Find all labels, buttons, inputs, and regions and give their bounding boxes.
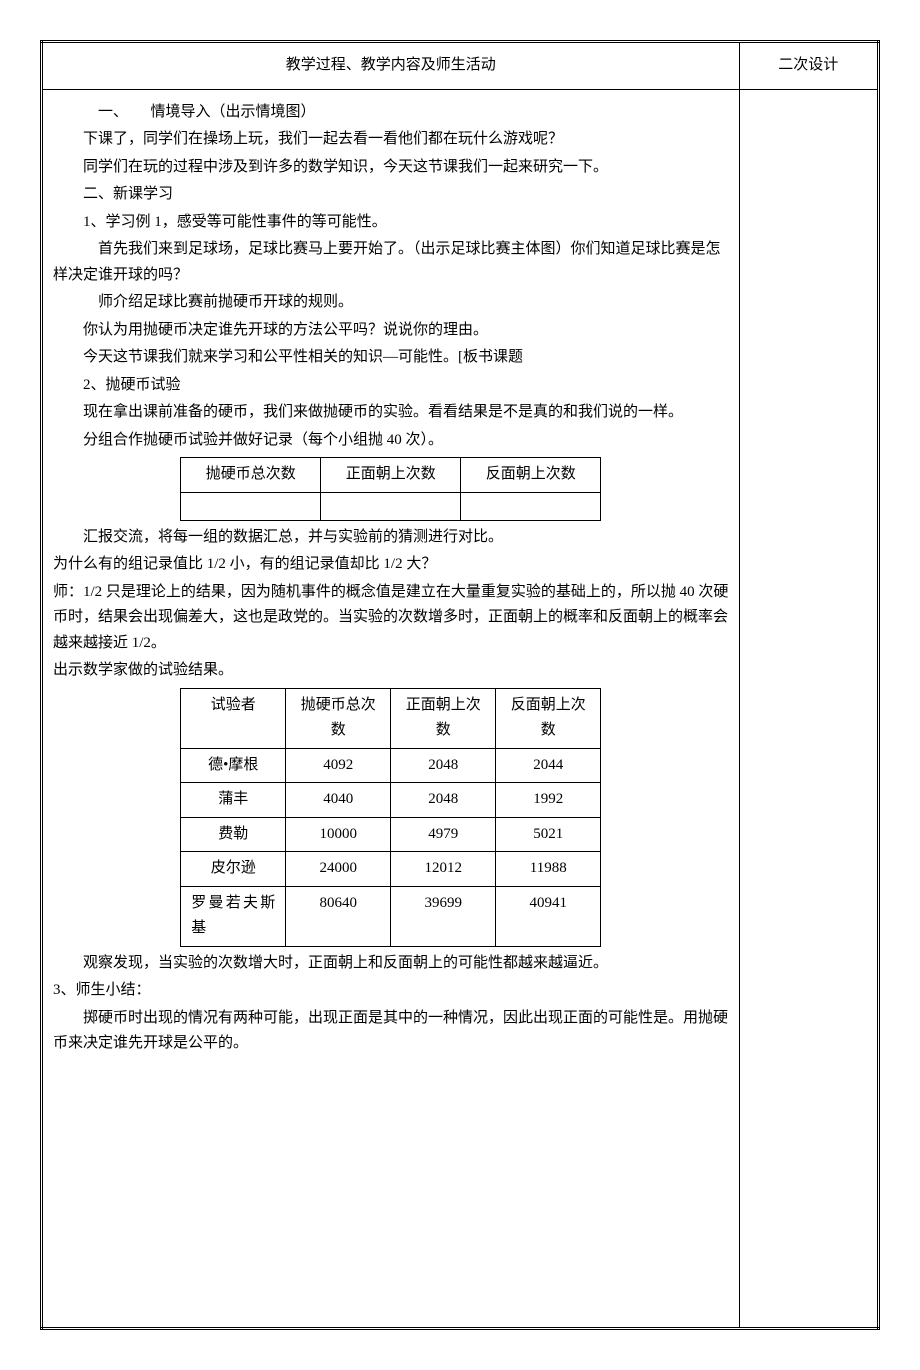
col-header: 抛硬币总次数 bbox=[181, 458, 321, 493]
main-content-cell: 一、 情境导入（出示情境图） 下课了，同学们在操场上玩，我们一起去看一看他们都在… bbox=[42, 89, 740, 1328]
cell: 39699 bbox=[391, 886, 496, 946]
bottom-spacer bbox=[53, 1059, 729, 1319]
table-row: 蒲丰 4040 2048 1992 bbox=[181, 783, 601, 818]
cell: 80640 bbox=[286, 886, 391, 946]
side-header-cell: 二次设计 bbox=[739, 42, 878, 90]
cell: 费勒 bbox=[181, 817, 286, 852]
table-row: 皮尔逊 24000 12012 11988 bbox=[181, 852, 601, 887]
section-3-title: 3、师生小结： bbox=[53, 978, 729, 1004]
paragraph: 师：1/2 只是理论上的结果，因为随机事件的概念值是建立在大量重复实验的基础上的… bbox=[53, 580, 729, 657]
cell: 4040 bbox=[286, 783, 391, 818]
cell bbox=[321, 492, 461, 520]
paragraph: 首先我们来到足球场，足球比赛马上要开始了。（出示足球比赛主体图）你们知道足球比赛… bbox=[53, 237, 729, 288]
body-row: 一、 情境导入（出示情境图） 下课了，同学们在操场上玩，我们一起去看一看他们都在… bbox=[42, 89, 879, 1328]
cell: 1992 bbox=[496, 783, 601, 818]
experiment-results-table: 试验者 抛硬币总次数 正面朝上次数 反面朝上次数 德•摩根 4092 2048 … bbox=[180, 688, 601, 947]
paragraph: 2、抛硬币试验 bbox=[53, 373, 729, 399]
paragraph: 下课了，同学们在操场上玩，我们一起去看一看他们都在玩什么游戏呢？ bbox=[53, 127, 729, 153]
cell: 4979 bbox=[391, 817, 496, 852]
paragraph: 今天这节课我们就来学习和公平性相关的知识—可能性。[板书课题 bbox=[53, 345, 729, 371]
cell: 4092 bbox=[286, 748, 391, 783]
col-header: 反面朝上次数 bbox=[461, 458, 601, 493]
cell: 10000 bbox=[286, 817, 391, 852]
content-area: 一、 情境导入（出示情境图） 下课了，同学们在操场上玩，我们一起去看一看他们都在… bbox=[53, 100, 729, 1319]
col-header: 正面朝上次数 bbox=[391, 688, 496, 748]
paragraph: 同学们在玩的过程中涉及到许多的数学知识，今天这节课我们一起来研究一下。 bbox=[53, 155, 729, 181]
paragraph: 掷硬币时出现的情况有两种可能，出现正面是其中的一种情况，因此出现正面的可能性是。… bbox=[53, 1006, 729, 1057]
table-row: 试验者 抛硬币总次数 正面朝上次数 反面朝上次数 bbox=[181, 688, 601, 748]
paragraph: 师介绍足球比赛前抛硬币开球的规则。 bbox=[53, 290, 729, 316]
table-row: 费勒 10000 4979 5021 bbox=[181, 817, 601, 852]
side-content-cell bbox=[739, 89, 878, 1328]
cell: 皮尔逊 bbox=[181, 852, 286, 887]
cell: 罗曼若夫斯基 bbox=[181, 886, 286, 946]
side-title: 二次设计 bbox=[778, 57, 838, 73]
paragraph: 观察发现，当实验的次数增大时，正面朝上和反面朝上的可能性都越来越逼近。 bbox=[53, 951, 729, 977]
table-row: 抛硬币总次数 正面朝上次数 反面朝上次数 bbox=[181, 458, 601, 493]
main-title: 教学过程、教学内容及师生活动 bbox=[286, 57, 496, 73]
table-row: 罗曼若夫斯基 80640 39699 40941 bbox=[181, 886, 601, 946]
lesson-plan-table: 教学过程、教学内容及师生活动 二次设计 一、 情境导入（出示情境图） 下课了，同… bbox=[40, 40, 880, 1330]
cell: 12012 bbox=[391, 852, 496, 887]
paragraph: 汇报交流，将每一组的数据汇总，并与实验前的猜测进行对比。 bbox=[53, 525, 729, 551]
main-header-cell: 教学过程、教学内容及师生活动 bbox=[42, 42, 740, 90]
paragraph: 出示数学家做的试验结果。 bbox=[53, 658, 729, 684]
col-header: 正面朝上次数 bbox=[321, 458, 461, 493]
cell: 德•摩根 bbox=[181, 748, 286, 783]
record-table: 抛硬币总次数 正面朝上次数 反面朝上次数 bbox=[180, 457, 601, 521]
table-row bbox=[181, 492, 601, 520]
paragraph: 分组合作抛硬币试验并做好记录（每个小组抛 40 次）。 bbox=[53, 428, 729, 454]
cell: 2044 bbox=[496, 748, 601, 783]
header-row: 教学过程、教学内容及师生活动 二次设计 bbox=[42, 42, 879, 90]
section-2-title: 二、新课学习 bbox=[53, 182, 729, 208]
paragraph: 1、学习例 1，感受等可能性事件的等可能性。 bbox=[53, 210, 729, 236]
paragraph: 你认为用抛硬币决定谁先开球的方法公平吗？说说你的理由。 bbox=[53, 318, 729, 344]
table-row: 德•摩根 4092 2048 2044 bbox=[181, 748, 601, 783]
col-header: 反面朝上次数 bbox=[496, 688, 601, 748]
col-header: 试验者 bbox=[181, 688, 286, 748]
cell: 5021 bbox=[496, 817, 601, 852]
cell bbox=[181, 492, 321, 520]
cell: 24000 bbox=[286, 852, 391, 887]
cell: 11988 bbox=[496, 852, 601, 887]
cell: 2048 bbox=[391, 783, 496, 818]
paragraph: 现在拿出课前准备的硬币，我们来做抛硬币的实验。看看结果是不是真的和我们说的一样。 bbox=[53, 400, 729, 426]
col-header: 抛硬币总次数 bbox=[286, 688, 391, 748]
cell: 40941 bbox=[496, 886, 601, 946]
cell bbox=[461, 492, 601, 520]
paragraph: 为什么有的组记录值比 1/2 小，有的组记录值却比 1/2 大？ bbox=[53, 552, 729, 578]
cell: 蒲丰 bbox=[181, 783, 286, 818]
cell: 2048 bbox=[391, 748, 496, 783]
section-1-title: 一、 情境导入（出示情境图） bbox=[53, 100, 729, 126]
